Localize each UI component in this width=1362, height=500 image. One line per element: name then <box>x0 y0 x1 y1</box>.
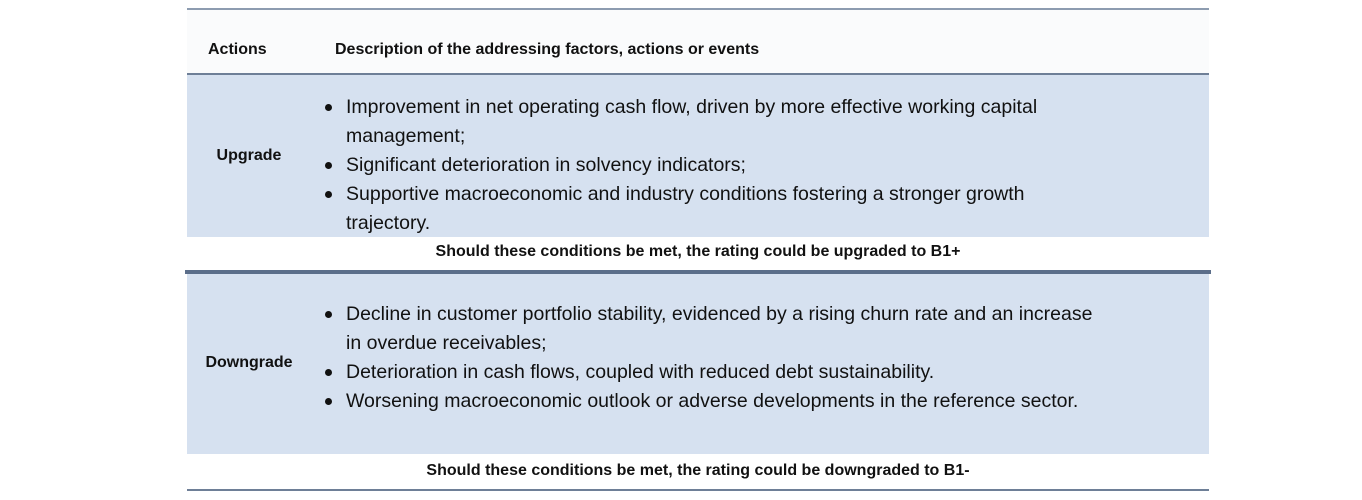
bullet-text: Supportive macroeconomic and industry co… <box>346 183 1025 234</box>
list-item: Supportive macroeconomic and industry co… <box>323 180 1113 238</box>
bullet-text: Decline in customer portfolio stability,… <box>346 303 1093 354</box>
section-divider <box>185 270 1211 274</box>
downgrade-conclusion: Should these conditions be met, the rati… <box>187 454 1209 489</box>
downgrade-row: Downgrade Decline in customer portfolio … <box>187 274 1209 454</box>
bullet-text: Significant deterioration in solvency in… <box>346 154 746 176</box>
bullet-icon <box>325 191 332 198</box>
bullet-icon <box>325 162 332 169</box>
header-actions: Actions <box>208 41 267 58</box>
bullet-icon <box>325 369 332 376</box>
bullet-icon <box>325 398 332 405</box>
list-item: Deterioration in cash flows, coupled wit… <box>323 358 1113 387</box>
downgrade-bullet-list: Decline in customer portfolio stability,… <box>323 300 1113 416</box>
bullet-icon <box>325 104 332 111</box>
bullet-text: Improvement in net operating cash flow, … <box>346 96 1038 147</box>
table-header-row: Actions Description of the addressing fa… <box>187 10 1209 73</box>
list-item: Decline in customer portfolio stability,… <box>323 300 1113 358</box>
bullet-icon <box>325 311 332 318</box>
bullet-text: Deterioration in cash flows, coupled wit… <box>346 361 935 383</box>
upgrade-label: Upgrade <box>216 147 282 164</box>
table-bottom-rule <box>187 489 1209 491</box>
rating-actions-table: Actions Description of the addressing fa… <box>185 8 1211 494</box>
header-description: Description of the addressing factors, a… <box>335 41 760 58</box>
list-item: Improvement in net operating cash flow, … <box>323 93 1113 151</box>
upgrade-bullet-list: Improvement in net operating cash flow, … <box>323 93 1113 238</box>
bullet-text: Worsening macroeconomic outlook or adver… <box>346 390 1079 412</box>
list-item: Worsening macroeconomic outlook or adver… <box>323 387 1113 416</box>
list-item: Significant deterioration in solvency in… <box>323 151 1113 180</box>
upgrade-row: Upgrade Improvement in net operating cas… <box>187 75 1209 237</box>
downgrade-label: Downgrade <box>205 354 293 371</box>
table-top-rule <box>187 8 1209 10</box>
upgrade-conclusion: Should these conditions be met, the rati… <box>187 237 1209 270</box>
header-divider <box>187 73 1209 75</box>
